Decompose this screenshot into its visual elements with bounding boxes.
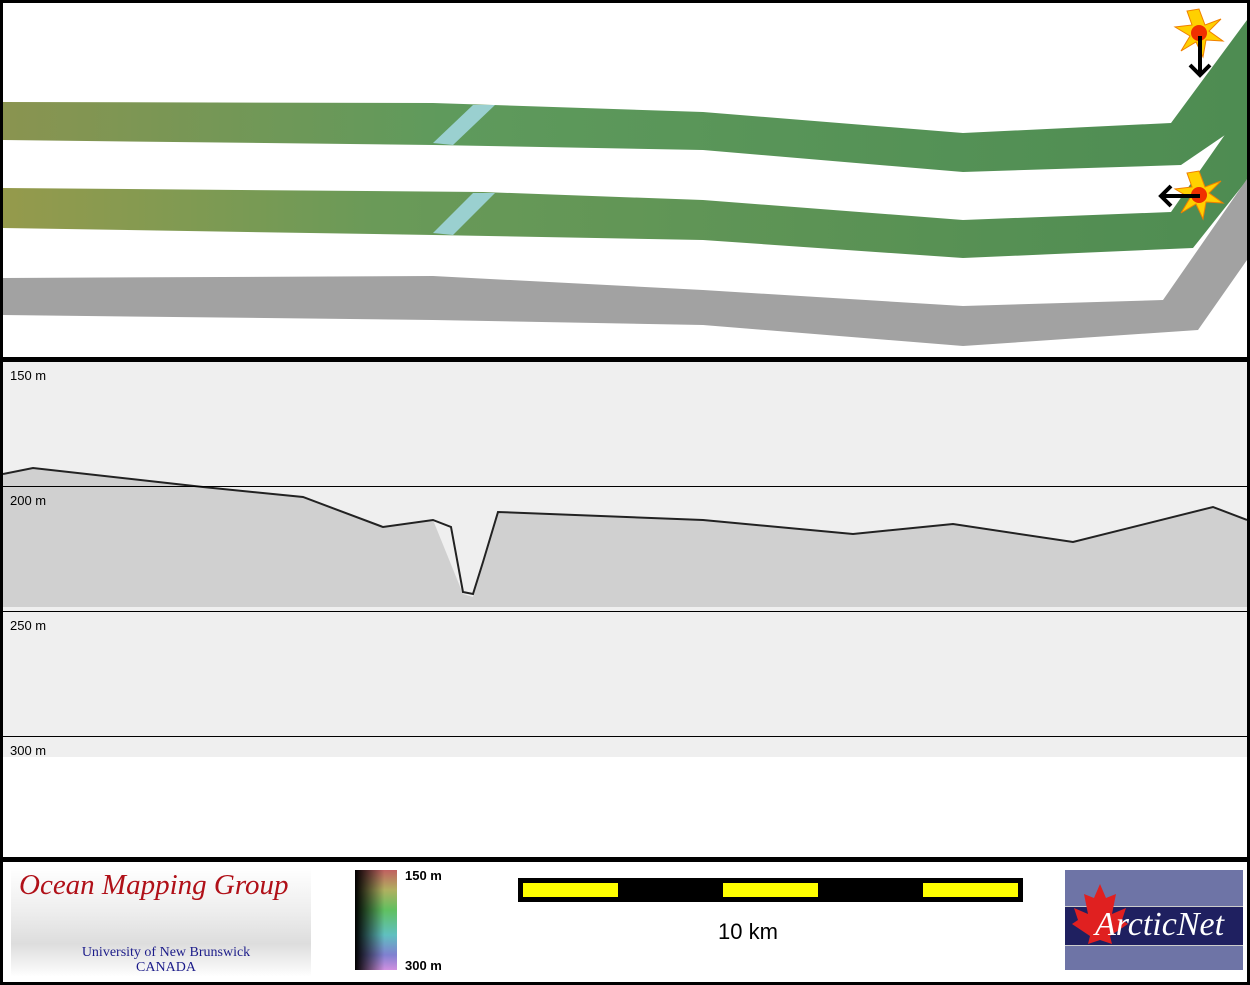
colorbar-bottom-label: 300 m <box>405 958 442 973</box>
scale-segment <box>523 883 618 897</box>
scale-bar <box>518 878 1023 902</box>
seabed-line <box>3 466 1247 596</box>
canyon-feature <box>433 105 495 145</box>
swath-bathymetry-1 <box>3 20 1247 172</box>
seabed-scatter <box>3 468 1247 607</box>
depth-label: 200 m <box>10 493 47 508</box>
depth-label: 250 m <box>10 618 47 633</box>
logo-country: CANADA <box>136 960 196 975</box>
depth-gridline <box>3 486 1247 487</box>
logo-text: ArcticNet <box>1095 906 1225 943</box>
depth-profile-panel: 150 m 200 m 250 m 300 m <box>3 362 1247 857</box>
maple-leaf-icon <box>1072 884 1128 944</box>
footer-panel: Ocean Mapping Group University of New Br… <box>3 862 1247 982</box>
depth-gridline <box>3 736 1247 737</box>
swath-map <box>3 8 1247 346</box>
logo-subtitle: University of New Brunswick <box>81 945 251 960</box>
colorbar-top-label: 150 m <box>405 868 442 883</box>
scale-label: 10 km <box>718 919 778 944</box>
depth-label: 150 m <box>10 368 47 383</box>
scale-segment <box>923 883 1018 897</box>
arcticnet-logo: ArcticNet <box>1065 870 1243 970</box>
seabed-profile <box>3 466 1247 607</box>
logo-title: Ocean Mapping Group <box>19 869 289 901</box>
canyon-feature <box>433 193 495 235</box>
scale-segment <box>723 883 818 897</box>
arrow-down-icon <box>1188 36 1212 78</box>
depth-label: 300 m <box>10 743 47 758</box>
swath-bathymetry-2 <box>3 103 1247 258</box>
depth-gridline <box>3 611 1247 612</box>
depth-colorbar <box>355 870 397 970</box>
swath-map-panel <box>3 3 1247 357</box>
arrow-left-icon <box>1158 184 1200 208</box>
swath-backscatter <box>3 179 1247 346</box>
ocean-mapping-group-logo: Ocean Mapping Group University of New Br… <box>11 867 311 977</box>
